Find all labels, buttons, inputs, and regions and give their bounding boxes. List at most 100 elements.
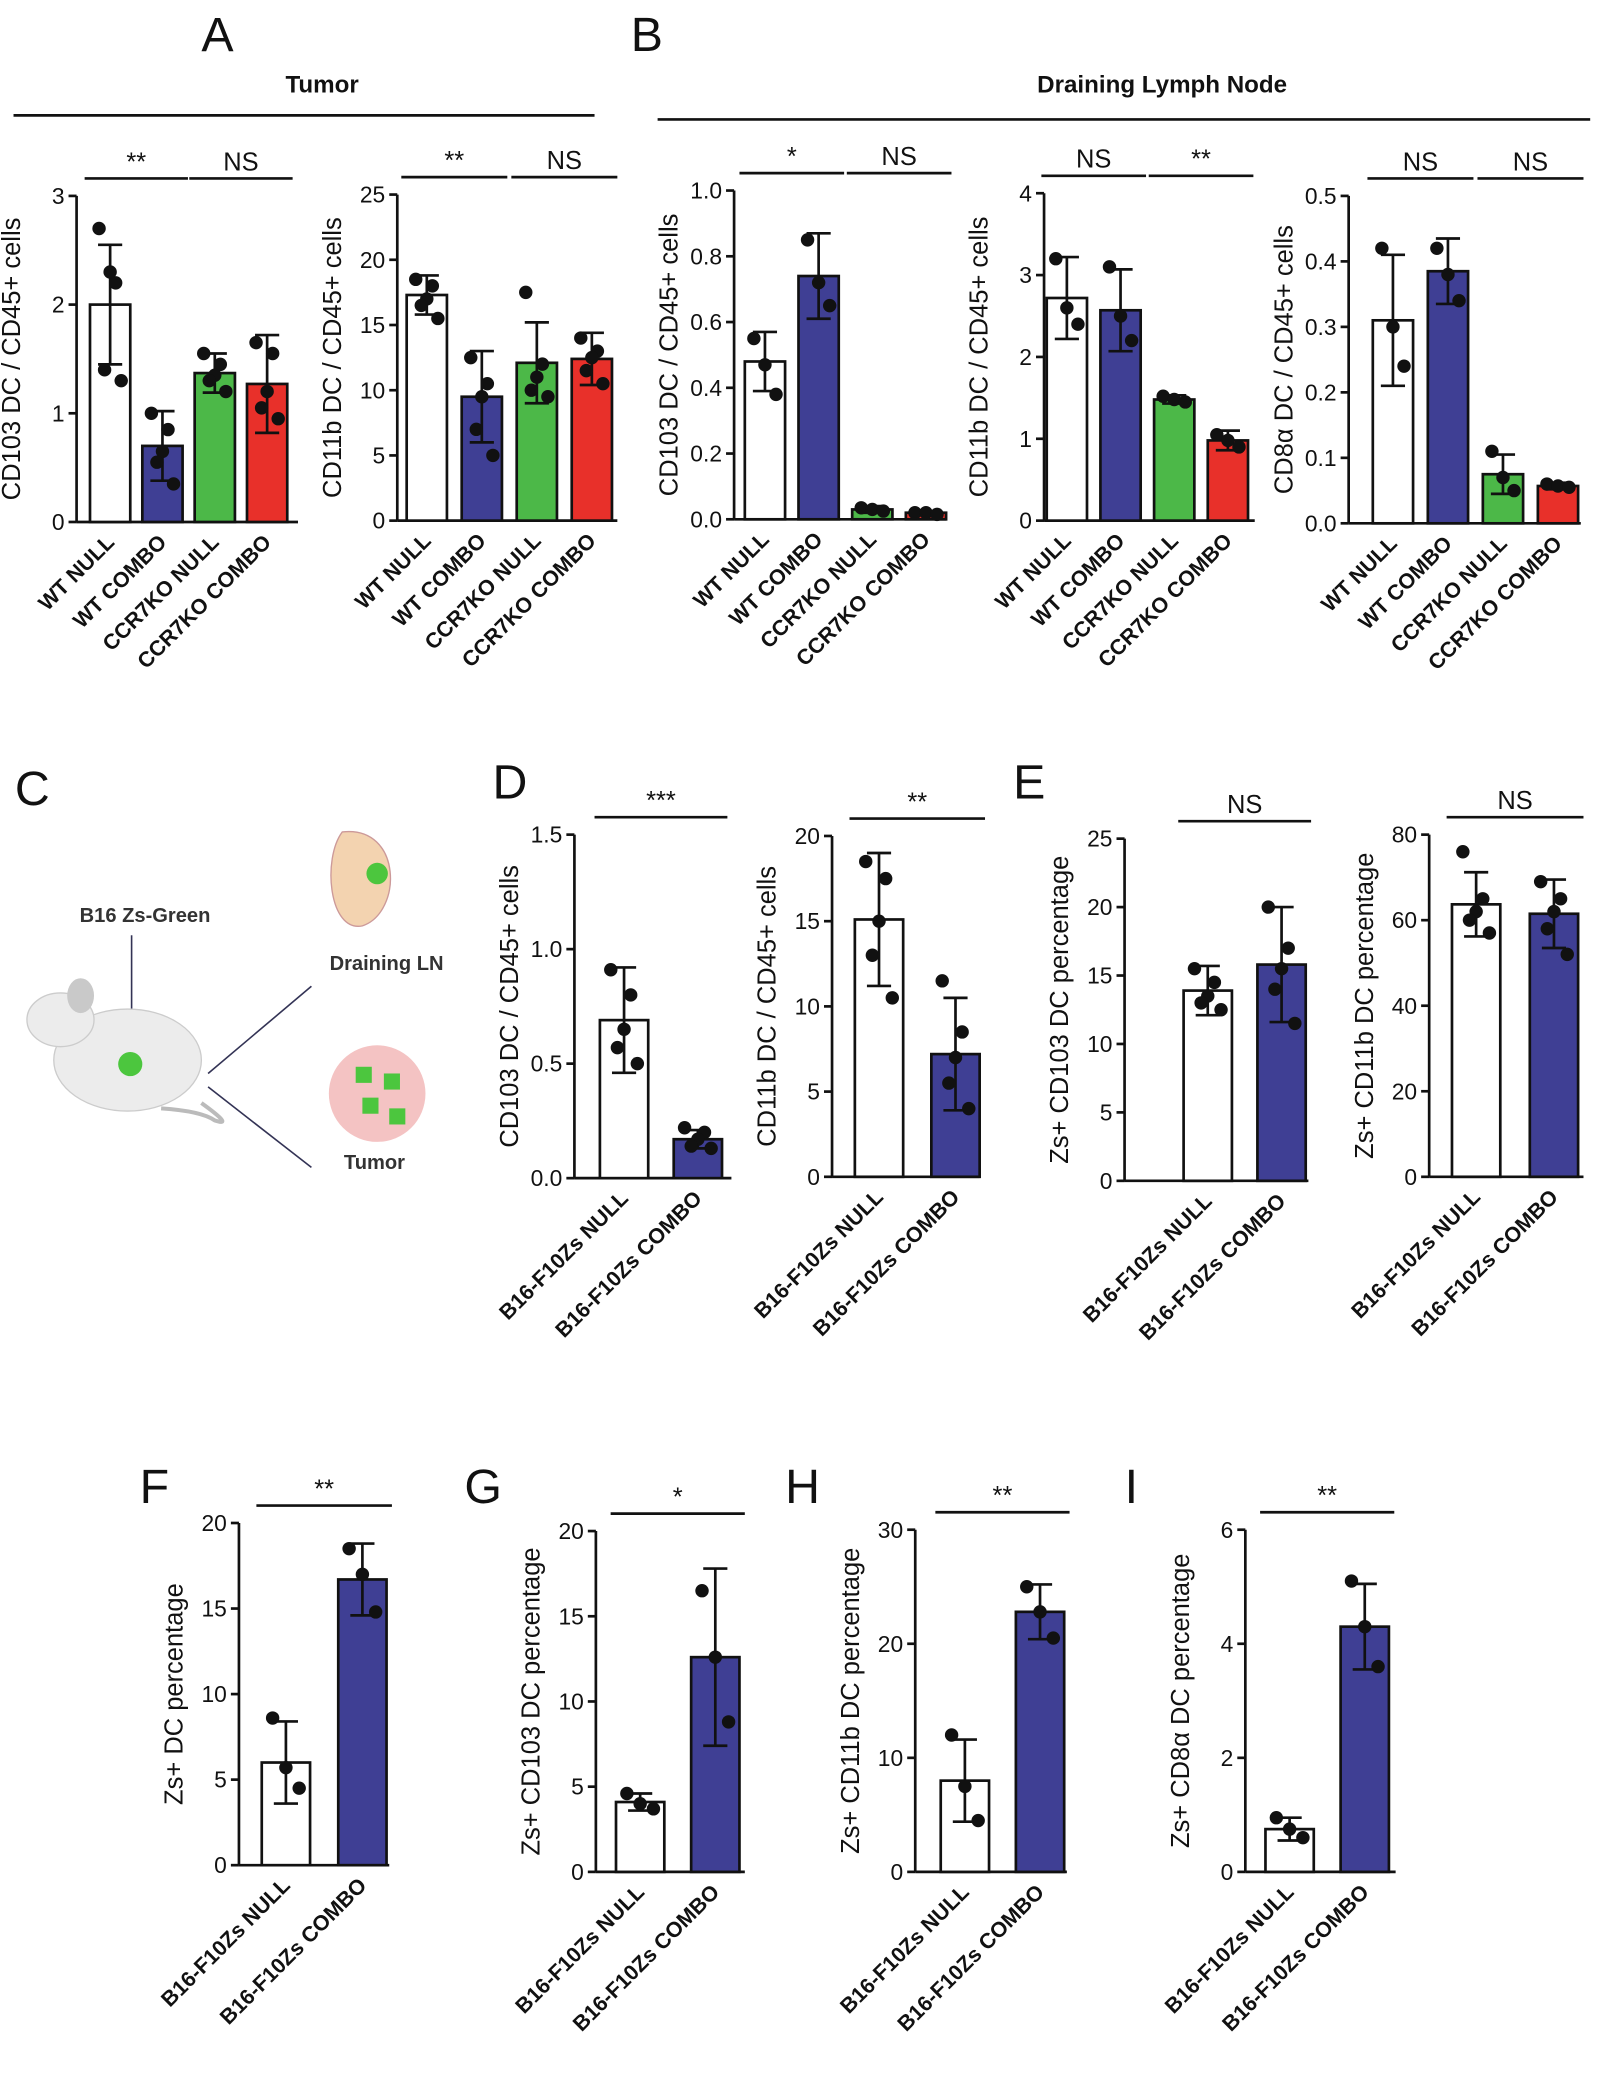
bar (193, 371, 237, 524)
significance-label: *** (646, 787, 676, 815)
data-point (1268, 982, 1282, 996)
data-point (1430, 241, 1444, 256)
data-point (822, 298, 837, 313)
data-point (1124, 333, 1139, 348)
mouse-ear (67, 978, 95, 1014)
data-point (519, 285, 533, 300)
y-tick-label: 25 (360, 182, 385, 208)
data-point (1207, 975, 1222, 990)
y-tick-label: 80 (1392, 822, 1417, 848)
data-point (620, 1786, 634, 1801)
data-point (955, 1025, 969, 1039)
data-point (859, 854, 873, 869)
data-point (1187, 961, 1202, 976)
y-tick-label: 1 (52, 400, 65, 426)
y-tick-label: 25 (1087, 826, 1112, 852)
y-axis-label: CD11b DC / CD45+ cells (966, 217, 994, 498)
significance-label: NS (1513, 148, 1548, 176)
y-tick-label: 0.5 (1305, 183, 1337, 209)
chart: 0 10 20 30 Zs+ CD11b DC percentage B16-F10Zs … (835, 1482, 1070, 2036)
data-point (596, 376, 610, 391)
data-point (535, 357, 550, 371)
data-point (962, 1101, 976, 1116)
data-point (530, 370, 544, 384)
data-point (865, 948, 880, 962)
data-point (1194, 996, 1208, 1010)
data-point (865, 502, 880, 517)
significance-label: ** (314, 1476, 334, 1504)
data-point (1456, 845, 1470, 859)
data-point (919, 506, 933, 520)
y-tick-label: 10 (558, 1689, 583, 1715)
y-tick-label: 0.3 (1305, 314, 1337, 340)
y-tick-label: 2 (52, 292, 65, 318)
y-tick-label: 0 (373, 508, 386, 534)
y-axis-label: CD103 DC / CD45+ cells (0, 218, 26, 501)
x-tick-label: B16-F10Zs COMBO (1407, 1185, 1563, 1341)
chart: 0 5 10 15 20 CD11b DC / CD45+ cells B16-F10Zs … (750, 788, 986, 1341)
data-point (1452, 293, 1466, 308)
y-axis-label: Zs+ CD103 DC percentage (518, 1547, 546, 1855)
data-point (747, 331, 761, 346)
significance-label: NS (547, 147, 582, 175)
panel-label: G (464, 1460, 502, 1514)
data-point (1344, 1574, 1359, 1588)
data-point (630, 1056, 645, 1071)
data-point (1033, 1605, 1047, 1619)
panel-label: E (1013, 755, 1045, 809)
tumor-site (118, 1052, 143, 1077)
y-tick-label: 0 (52, 509, 65, 535)
data-point (623, 988, 638, 1002)
y-tick-label: 0 (1404, 1164, 1417, 1190)
y-tick-label: 0.2 (690, 441, 722, 467)
data-point (646, 1802, 661, 1816)
x-tick-label: B16-F10Zs NULL (750, 1185, 888, 1323)
significance-label: NS (1497, 787, 1532, 815)
y-tick-label: 0 (890, 1859, 903, 1885)
data-point (1462, 913, 1477, 927)
bar (1450, 903, 1502, 1179)
y-tick-label: 10 (878, 1745, 903, 1771)
y-axis-label: Zs+ CD8α DC percentage (1167, 1554, 1195, 1848)
diagram-label: Draining LN (330, 953, 444, 975)
significance-label: NS (881, 143, 916, 171)
data-point (409, 272, 423, 287)
data-point (1386, 320, 1400, 334)
x-tick-label: B16-F10Zs COMBO (215, 1873, 371, 2029)
data-point (475, 390, 489, 404)
data-point (885, 991, 900, 1005)
y-tick-label: 0 (1100, 1168, 1113, 1194)
data-point (414, 298, 428, 313)
data-point (1178, 395, 1192, 409)
panel-label: B (631, 8, 663, 62)
tumor-cell (355, 1066, 372, 1083)
x-tick-label: B16-F10Zs NULL (156, 1873, 294, 2011)
data-point (155, 444, 170, 459)
panel-labels: A B C D E F G H I (15, 8, 1138, 1514)
significance-label: NS (1076, 146, 1111, 174)
y-tick-label: 6 (1221, 1517, 1234, 1543)
significance-label: * (787, 143, 797, 171)
y-tick-label: 0 (1221, 1859, 1234, 1885)
y-tick-label: 40 (1392, 993, 1417, 1019)
y-axis-label: CD8α DC / CD45+ cells (1270, 225, 1298, 494)
data-point (800, 233, 815, 247)
data-point (292, 1781, 306, 1795)
data-point (1371, 1659, 1385, 1674)
diagram-label: Tumor (344, 1152, 405, 1174)
y-tick-label: 5 (807, 1079, 820, 1105)
data-point (811, 275, 826, 290)
data-point (1375, 241, 1389, 256)
data-point (213, 357, 228, 372)
data-point (368, 1605, 383, 1619)
tumor-cell (362, 1097, 379, 1114)
data-point (92, 221, 106, 236)
data-point (1540, 477, 1554, 491)
data-point (355, 1567, 370, 1582)
y-tick-label: 0.0 (690, 506, 722, 532)
data-point (1547, 904, 1561, 919)
y-tick-label: 0.2 (1305, 379, 1337, 405)
bar (1014, 1610, 1066, 1874)
y-tick-label: 20 (1392, 1078, 1417, 1104)
data-point (1020, 1580, 1034, 1594)
